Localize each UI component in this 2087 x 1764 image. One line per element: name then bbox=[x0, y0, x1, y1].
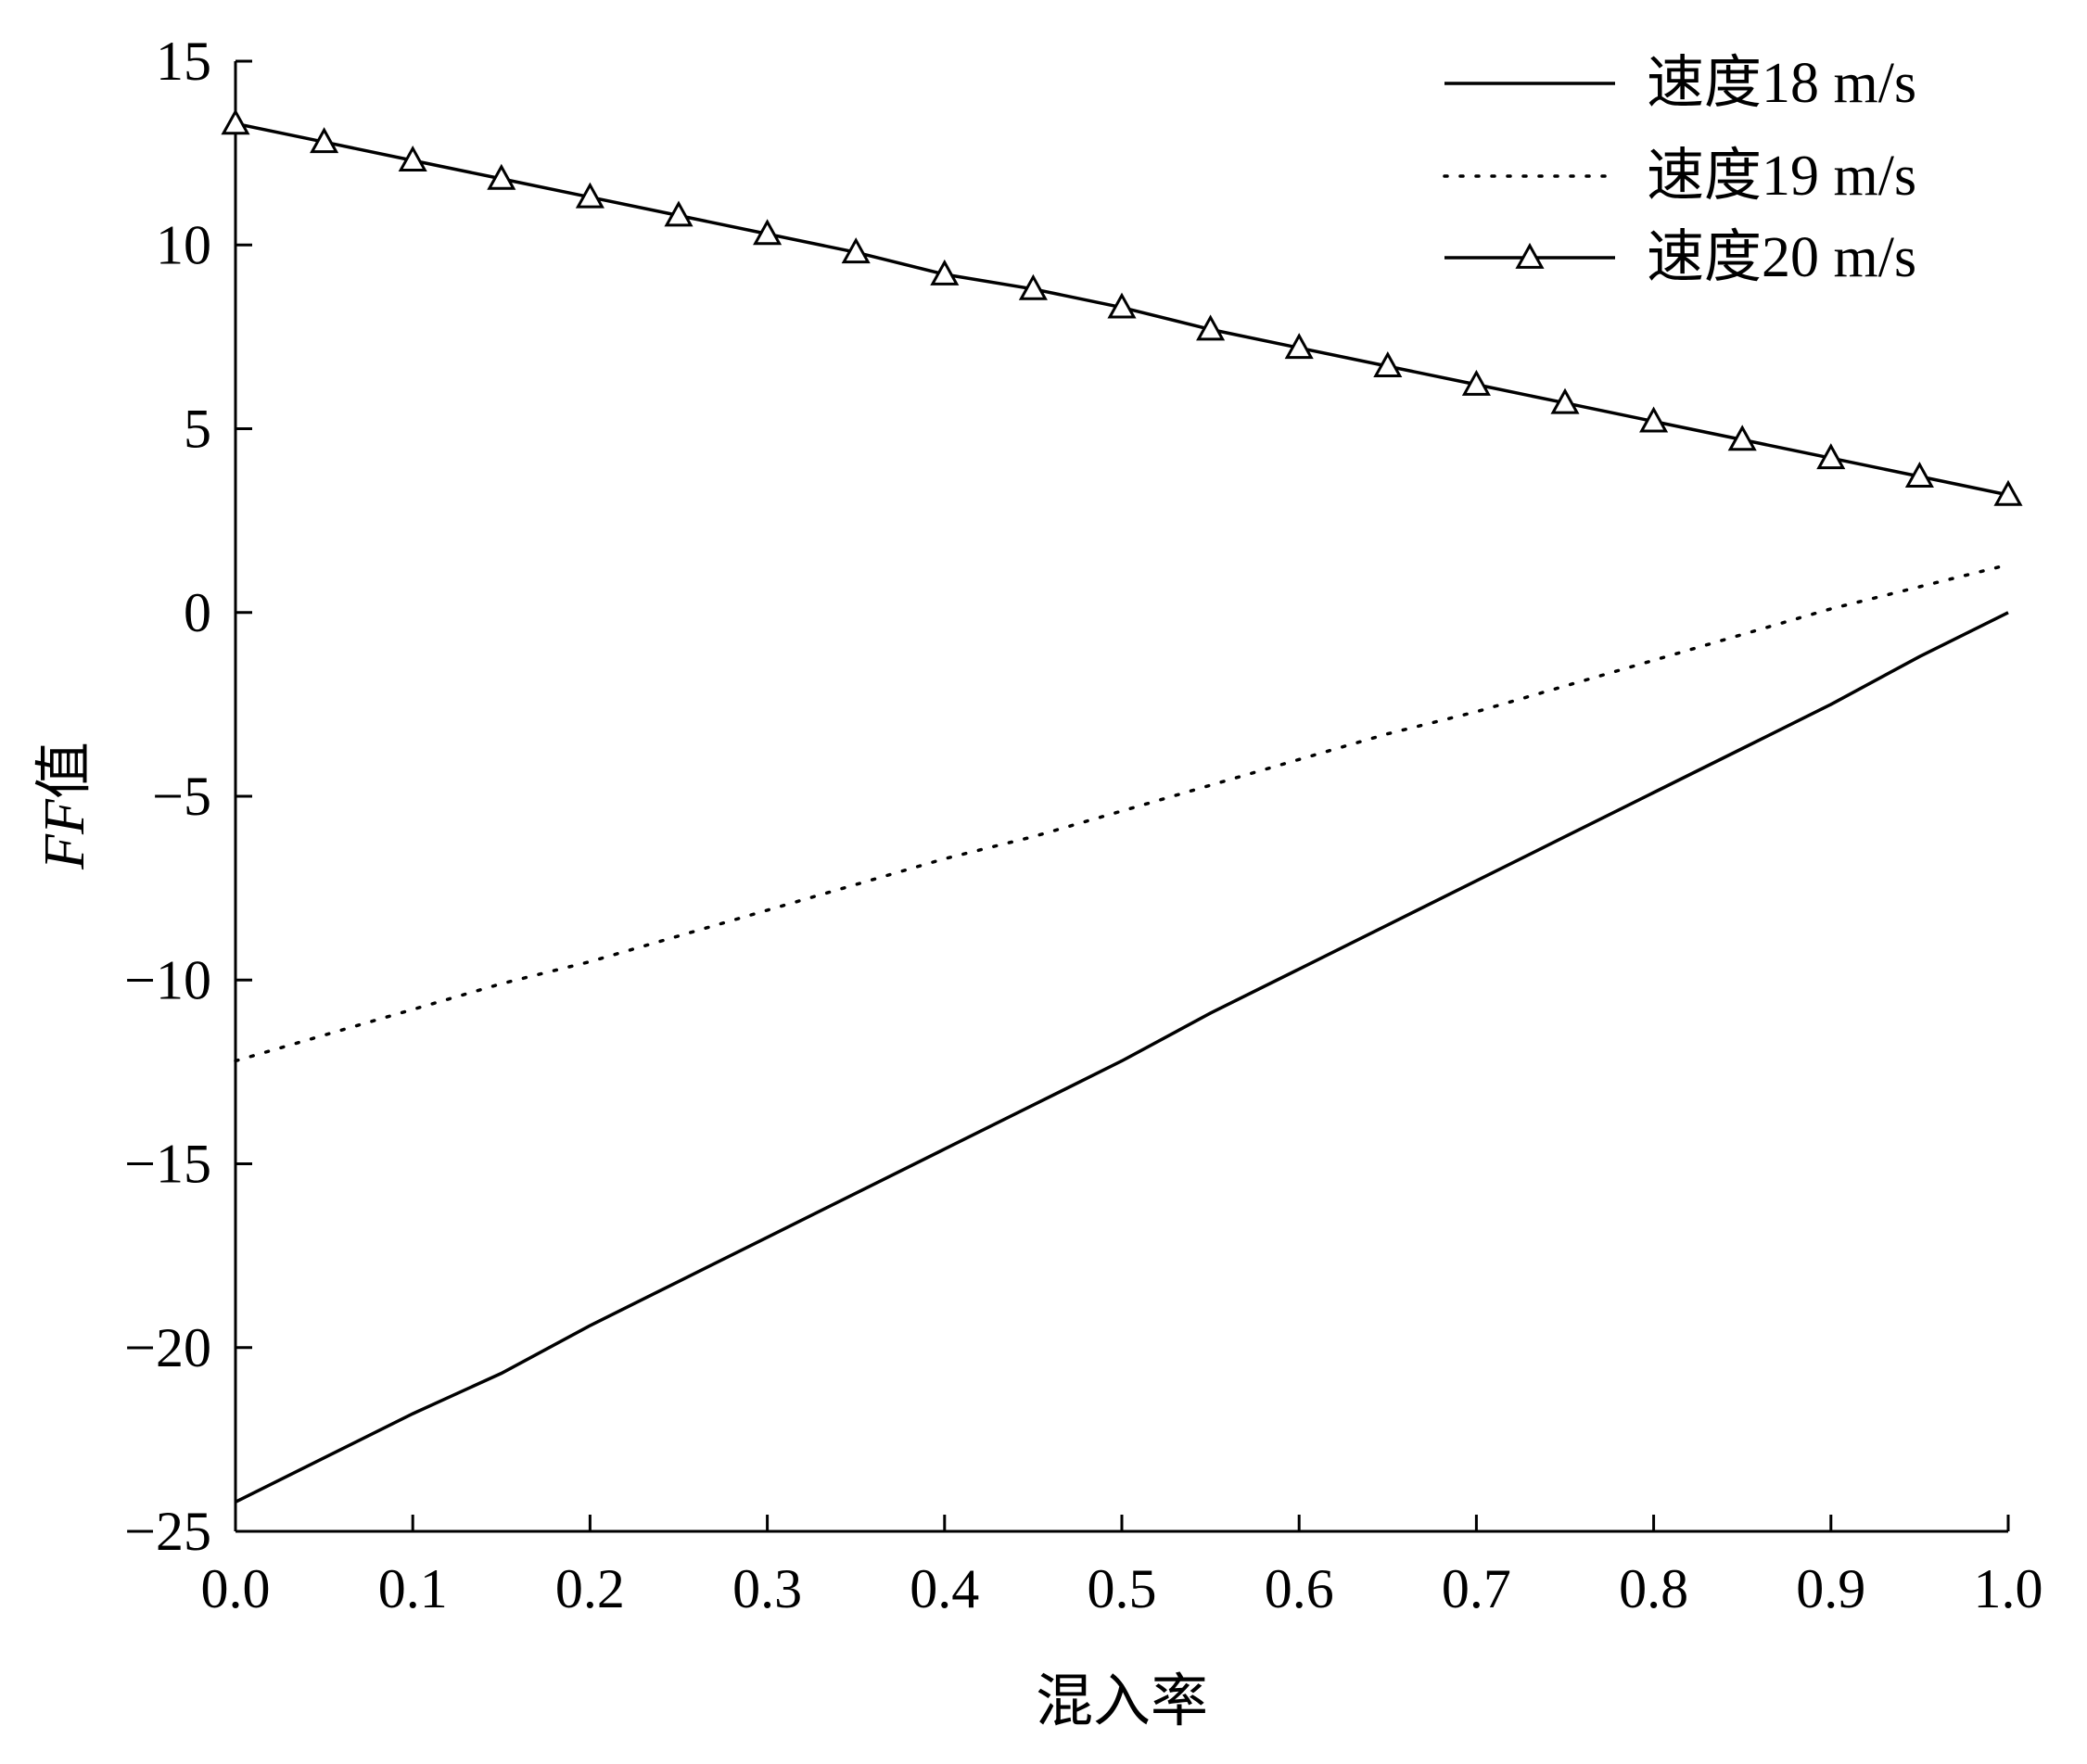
series-3 bbox=[221, 108, 2023, 506]
data-point-marker bbox=[1816, 443, 1846, 470]
series-line bbox=[235, 611, 2009, 1504]
data-point-marker bbox=[310, 127, 339, 154]
x-tick-label: 0.9 bbox=[1796, 1558, 1865, 1619]
data-point-marker bbox=[1461, 369, 1491, 396]
x-tick-label: 0.2 bbox=[555, 1558, 625, 1619]
y-axis-title-variable: FF bbox=[33, 798, 96, 870]
x-tick-label: 1.0 bbox=[1974, 1558, 2043, 1619]
data-point-marker bbox=[1284, 333, 1314, 360]
x-tick-label: 0.0 bbox=[201, 1558, 271, 1619]
data-point-marker bbox=[1639, 406, 1669, 433]
x-tick-label: 0.8 bbox=[1619, 1558, 1688, 1619]
legend-marker bbox=[1515, 242, 1545, 269]
data-point-marker bbox=[398, 145, 427, 171]
axes: 15 10 5 0 −5 −10 −15 −20 −250.0 0.1 0.2 0.3 0.4 0.5 0.… bbox=[33, 31, 2043, 1733]
legend-label: 速度20 m/s bbox=[1647, 226, 1916, 289]
y-tick-label: −15 bbox=[124, 1134, 211, 1195]
data-point-marker bbox=[1196, 314, 1226, 341]
y-tick-label: 5 bbox=[184, 399, 211, 460]
series-2 bbox=[234, 563, 2010, 1063]
x-tick-label: 0.7 bbox=[1442, 1558, 1511, 1619]
data-point-marker bbox=[487, 163, 516, 190]
legend-item-1: 速度18 m/s bbox=[1444, 52, 1916, 115]
x-tick-label: 0.4 bbox=[910, 1558, 979, 1619]
series-line bbox=[234, 563, 2010, 1063]
data-point-marker bbox=[1018, 273, 1048, 300]
data-point-marker bbox=[1727, 425, 1757, 451]
x-axis-title: 混入率 bbox=[1036, 1670, 1208, 1733]
data-point-marker bbox=[575, 182, 604, 209]
x-tick-label: 0.5 bbox=[1088, 1558, 1157, 1619]
legend-label: 速度18 m/s bbox=[1647, 52, 1916, 115]
y-tick-label: 0 bbox=[184, 582, 211, 643]
y-tick-label: 15 bbox=[156, 31, 211, 92]
y-axis-title: FF值 bbox=[33, 742, 96, 870]
series-layer bbox=[221, 108, 2023, 1504]
data-point-marker bbox=[930, 259, 960, 286]
y-tick-label: −20 bbox=[124, 1317, 211, 1378]
data-point-marker bbox=[1107, 292, 1137, 319]
data-point-marker bbox=[1904, 461, 1934, 488]
data-point-marker bbox=[664, 200, 694, 227]
data-point-marker bbox=[221, 108, 250, 135]
x-tick-label: 0.1 bbox=[378, 1558, 448, 1619]
y-tick-label: −10 bbox=[124, 949, 211, 1010]
data-point-marker bbox=[841, 237, 871, 264]
y-tick-label: 10 bbox=[156, 214, 211, 275]
series-1 bbox=[235, 611, 2009, 1504]
y-tick-label: −5 bbox=[152, 766, 211, 827]
data-point-marker bbox=[753, 219, 783, 246]
data-point-marker bbox=[1550, 387, 1580, 414]
x-tick-label: 0.3 bbox=[732, 1558, 802, 1619]
x-tick-label: 0.6 bbox=[1265, 1558, 1334, 1619]
data-point-marker bbox=[1993, 479, 2023, 506]
legend-item-2: 速度19 m/s bbox=[1443, 145, 1916, 208]
legend: 速度18 m/s 速度19 m/s 速度20 m/s bbox=[1443, 52, 1916, 289]
y-tick-label: −25 bbox=[124, 1501, 211, 1562]
data-point-marker bbox=[1373, 351, 1403, 377]
y-axis-title-suffix: 值 bbox=[33, 742, 96, 799]
legend-label: 速度19 m/s bbox=[1647, 145, 1916, 208]
legend-item-3: 速度20 m/s bbox=[1444, 226, 1916, 289]
